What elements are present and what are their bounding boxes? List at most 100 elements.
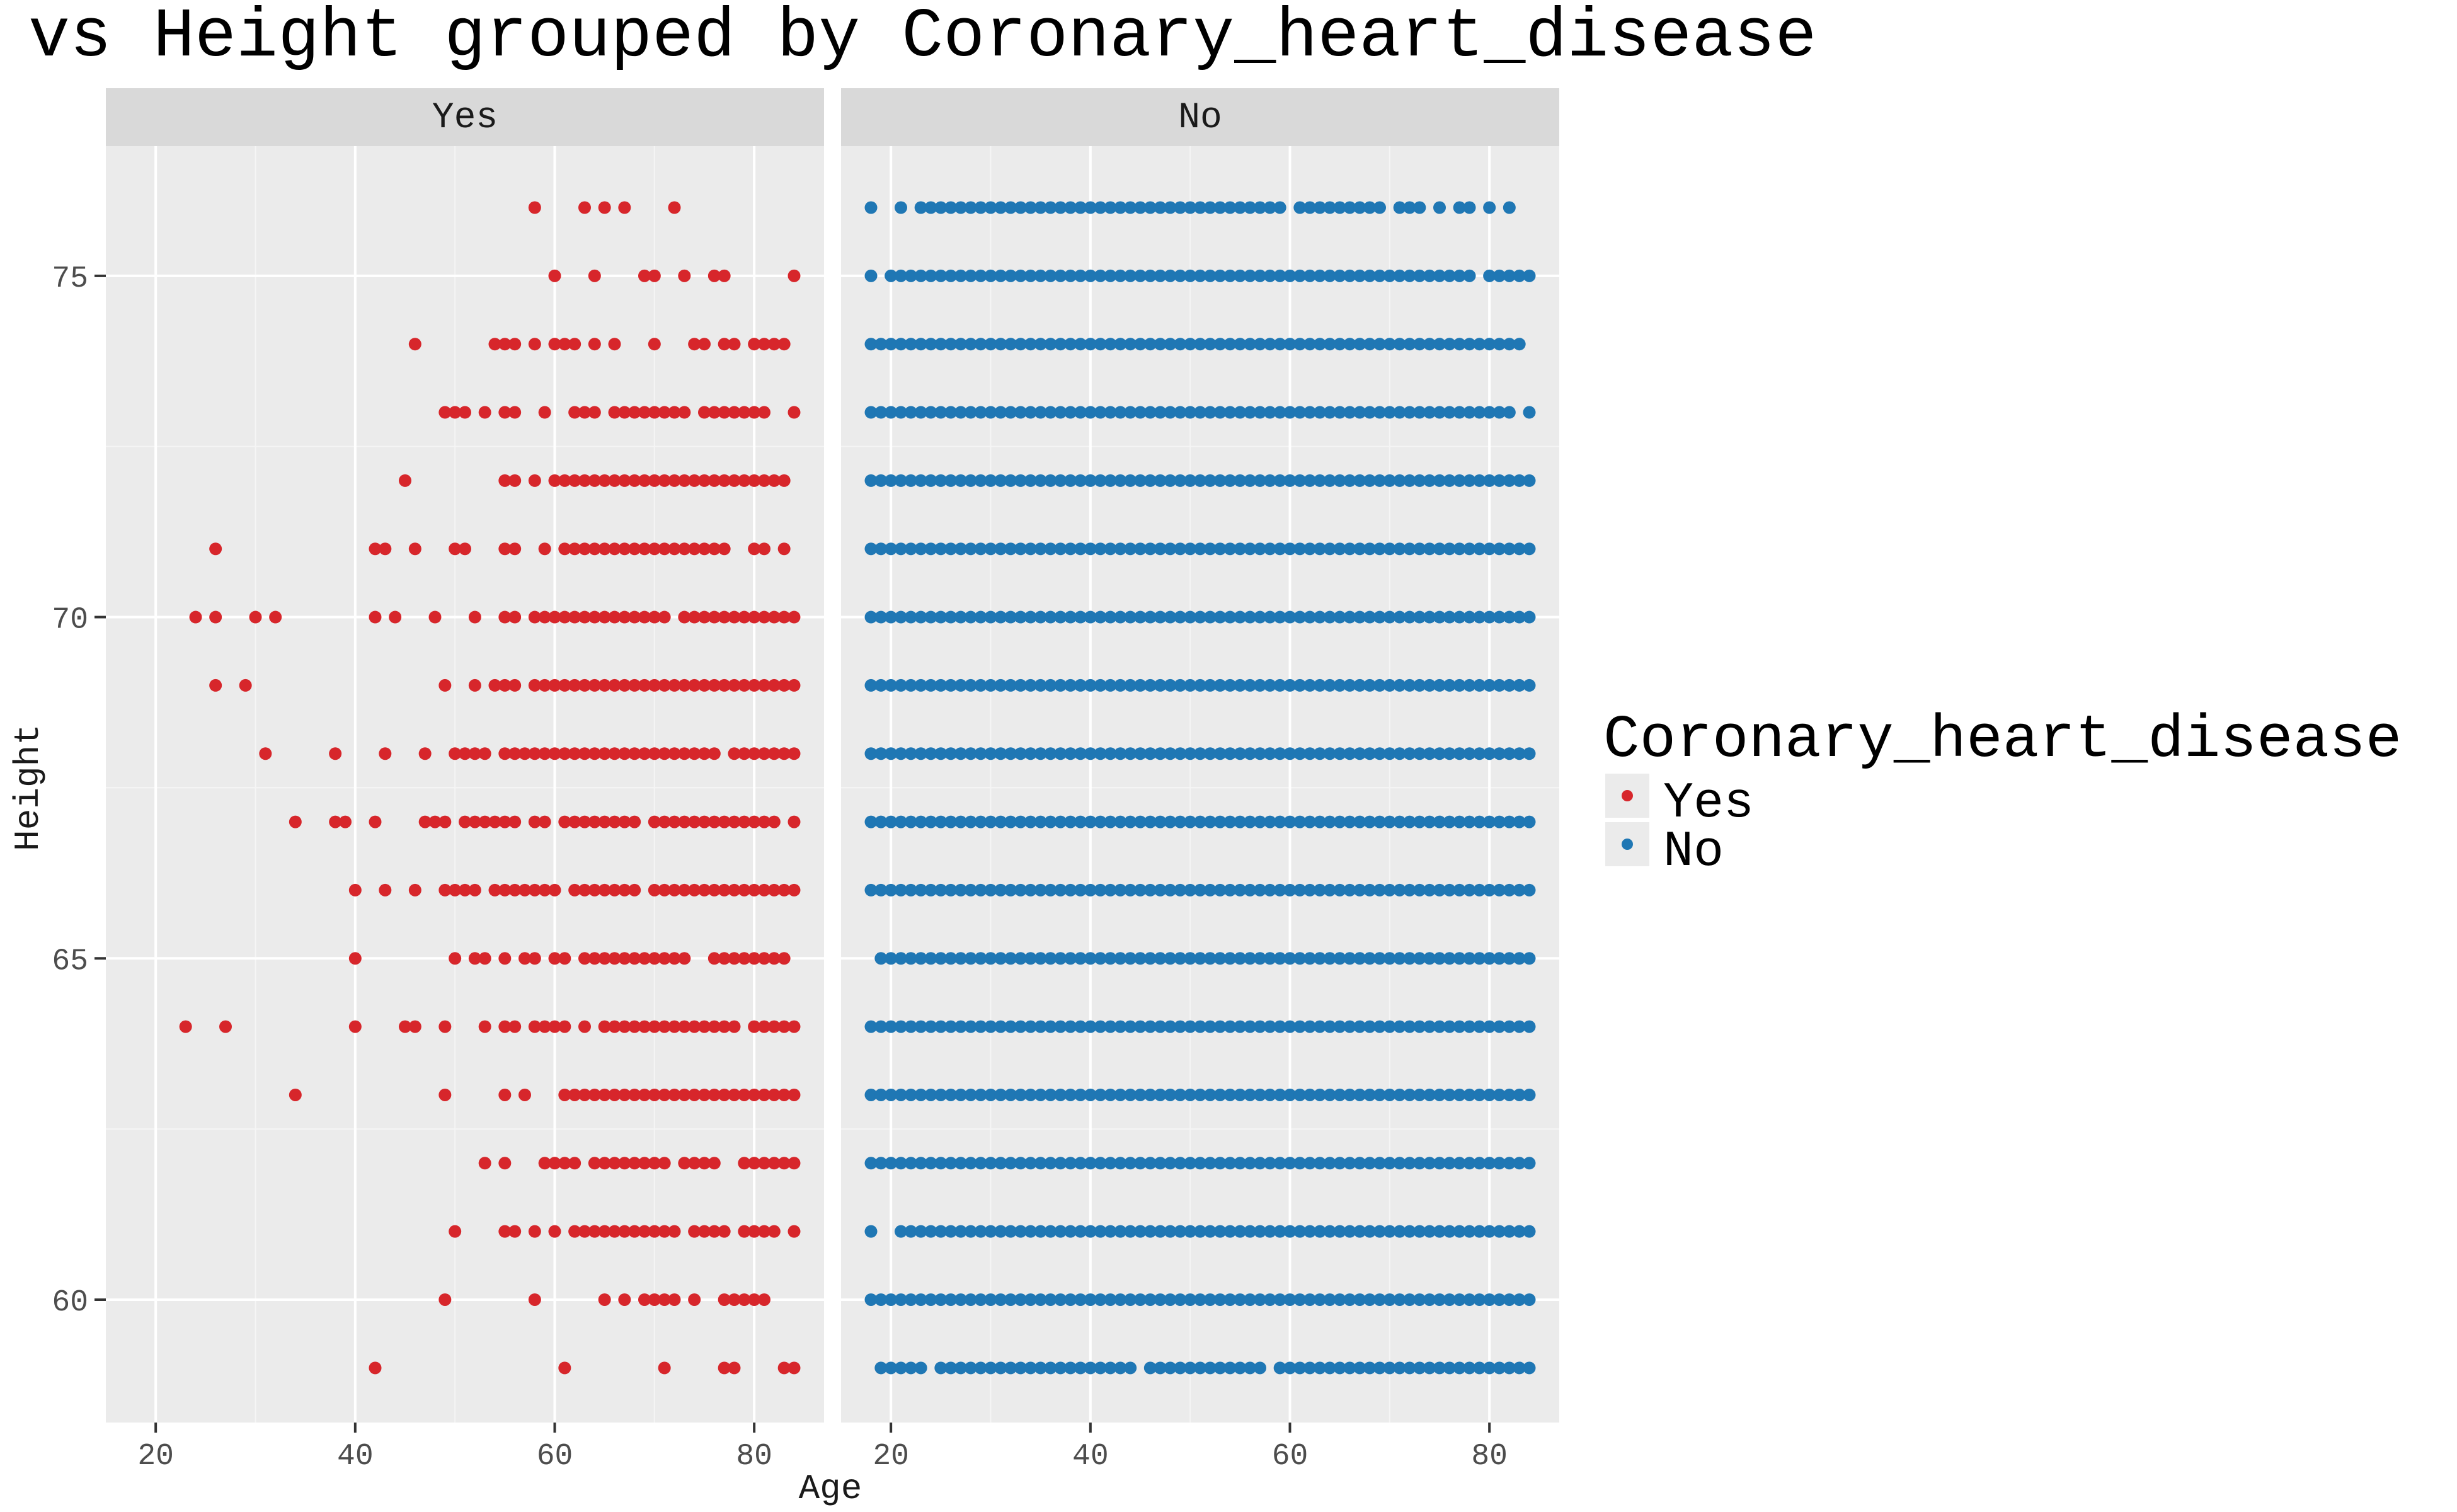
- data-point: [1413, 952, 1426, 965]
- data-point: [1463, 610, 1476, 624]
- data-point: [1393, 474, 1406, 487]
- data-point: [864, 201, 878, 214]
- data-point: [528, 679, 541, 692]
- data-point: [1223, 474, 1237, 487]
- data-point: [1423, 883, 1436, 896]
- data-point: [1293, 952, 1307, 965]
- data-point: [748, 679, 761, 692]
- data-point: [904, 1157, 917, 1170]
- data-point: [1463, 747, 1476, 760]
- data-point: [1443, 269, 1456, 282]
- data-point: [767, 883, 781, 896]
- data-point: [1433, 338, 1446, 351]
- data-point: [688, 747, 701, 760]
- data-point: [588, 542, 601, 556]
- data-point: [1064, 1157, 1077, 1170]
- data-point: [1443, 338, 1456, 351]
- data-point: [1084, 1293, 1097, 1306]
- data-point: [864, 1225, 878, 1238]
- data-point: [498, 542, 512, 556]
- data-point: [954, 474, 967, 487]
- data-point: [678, 679, 691, 692]
- data-point: [1174, 474, 1187, 487]
- data-point: [1154, 474, 1167, 487]
- data-point: [1094, 269, 1107, 282]
- data-point: [718, 542, 731, 556]
- data-point: [954, 1293, 967, 1306]
- data-point: [864, 269, 878, 282]
- data-point: [1244, 406, 1257, 419]
- data-point: [568, 610, 581, 624]
- data-point: [578, 952, 591, 965]
- data-point: [1164, 1088, 1177, 1101]
- data-point: [1074, 1088, 1087, 1101]
- data-point: [1323, 952, 1336, 965]
- data-point: [1473, 883, 1486, 896]
- data-point: [1413, 474, 1426, 487]
- data-point: [1263, 1293, 1276, 1306]
- data-point: [548, 338, 561, 351]
- data-point: [488, 815, 501, 828]
- data-point: [984, 474, 997, 487]
- data-point: [767, 1020, 781, 1033]
- data-point: [1203, 338, 1217, 351]
- data-point: [1383, 815, 1396, 828]
- data-point: [1383, 474, 1396, 487]
- data-point: [588, 269, 601, 282]
- data-point: [348, 883, 362, 896]
- data-point: [728, 815, 741, 828]
- data-point: [934, 406, 948, 419]
- data-point: [1134, 201, 1147, 214]
- data-point: [944, 542, 958, 556]
- data-point: [895, 542, 907, 556]
- data-point: [1523, 542, 1536, 556]
- data-point: [588, 747, 601, 760]
- data-point: [528, 747, 541, 760]
- data-point: [1383, 1293, 1396, 1306]
- data-point: [438, 1020, 452, 1033]
- data-point: [1024, 1361, 1037, 1375]
- data-point: [1044, 747, 1057, 760]
- data-point: [1143, 1361, 1157, 1375]
- data-point: [1143, 679, 1157, 692]
- data-point: [638, 952, 651, 965]
- data-point: [488, 883, 501, 896]
- data-point: [1483, 542, 1496, 556]
- data-point: [748, 883, 761, 896]
- data-point: [1074, 747, 1087, 760]
- data-point: [1054, 1157, 1067, 1170]
- data-point: [964, 679, 977, 692]
- data-point: [1503, 815, 1516, 828]
- data-point: [1453, 815, 1466, 828]
- data-point: [578, 1225, 591, 1238]
- data-point: [1473, 952, 1486, 965]
- data-point: [598, 610, 611, 624]
- data-point: [438, 815, 452, 828]
- data-point: [1154, 338, 1167, 351]
- data-point: [1314, 883, 1326, 896]
- data-point: [874, 952, 888, 965]
- data-point: [1293, 1157, 1307, 1170]
- data-point: [588, 610, 601, 624]
- data-point: [1513, 474, 1526, 487]
- data-point: [1363, 1293, 1377, 1306]
- data-point: [1273, 542, 1286, 556]
- data-point: [239, 679, 252, 692]
- data-point: [1194, 1225, 1206, 1238]
- data-point: [777, 1157, 791, 1170]
- data-point: [1154, 815, 1167, 828]
- data-point: [1194, 1293, 1206, 1306]
- data-point: [904, 815, 917, 828]
- data-point: [688, 1225, 701, 1238]
- data-point: [1184, 338, 1197, 351]
- data-point: [707, 1088, 721, 1101]
- data-point: [964, 1361, 977, 1375]
- data-point: [418, 815, 432, 828]
- data-point: [1463, 1293, 1476, 1306]
- data-point: [984, 1293, 997, 1306]
- data-point: [1223, 815, 1237, 828]
- data-point: [1473, 1361, 1486, 1375]
- data-point: [508, 406, 522, 419]
